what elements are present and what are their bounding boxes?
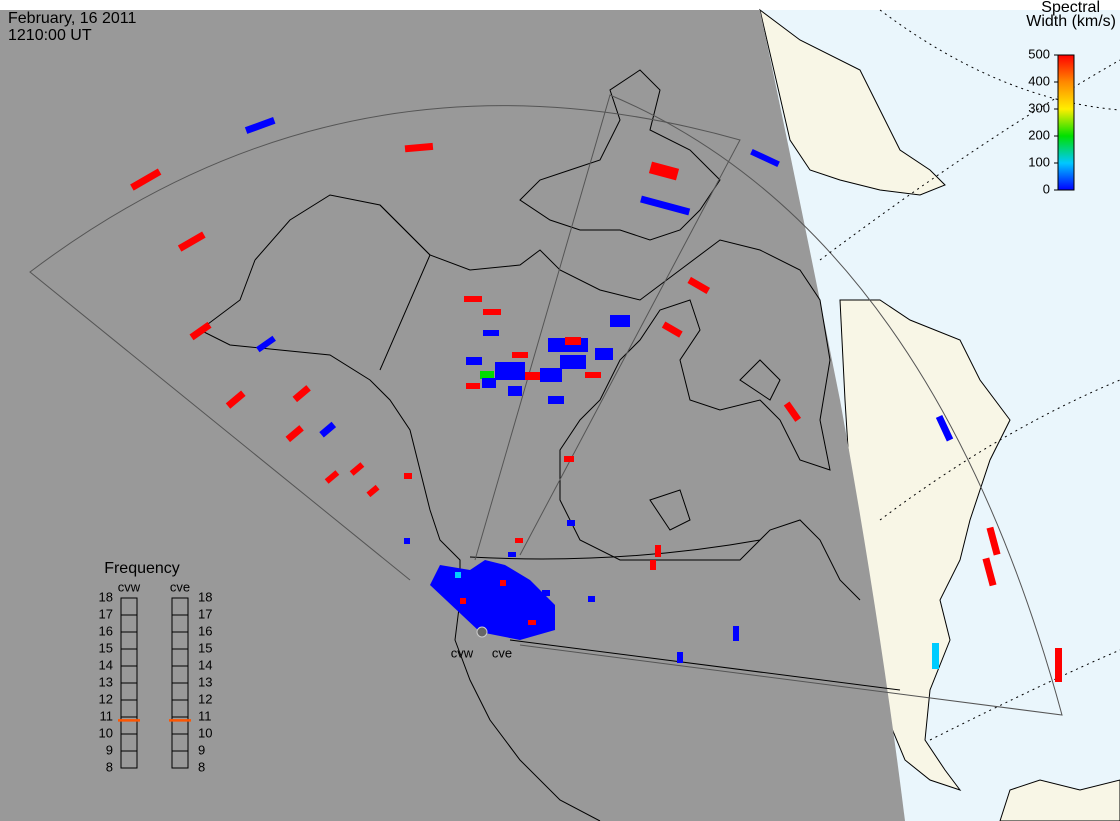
frequency-tick-label: 8 xyxy=(106,759,113,774)
colorbar-title: Width (km/s) xyxy=(1026,13,1116,30)
colorbar-tick-label: 0 xyxy=(1043,181,1050,196)
radar-echoes xyxy=(130,117,1062,682)
frequency-tick-label: 16 xyxy=(99,623,113,638)
coastlines xyxy=(199,69,901,821)
date-label: February, 16 2011 xyxy=(8,10,136,27)
frequency-tick-label: 15 xyxy=(99,640,113,655)
frequency-tick-label: 13 xyxy=(99,674,113,689)
frequency-tick-label: 17 xyxy=(99,606,113,621)
frequency-tick-label: 8 xyxy=(198,759,205,774)
colorbar-tick-label: 500 xyxy=(1028,46,1050,61)
radar-site-label: cvw xyxy=(451,645,474,660)
frequency-tick-label: 13 xyxy=(198,674,212,689)
frequency-tick-label: 18 xyxy=(99,589,113,604)
frequency-tick-label: 10 xyxy=(198,725,212,740)
frequency-tick-label: 11 xyxy=(100,708,114,723)
frequency-tick-label: 10 xyxy=(99,725,113,740)
radar-fov xyxy=(29,94,1063,716)
colorbar-tick-label: 300 xyxy=(1028,100,1050,115)
frequency-tick-label: 9 xyxy=(106,742,113,757)
frequency-tick-label: 9 xyxy=(198,742,205,757)
time-label: 1210:00 UT xyxy=(8,27,92,44)
frequency-tick-label: 11 xyxy=(198,708,212,723)
radar-site-marker xyxy=(476,626,488,638)
frequency-tick-label: 12 xyxy=(99,691,113,706)
frequency-tick-label: 15 xyxy=(198,640,212,655)
frequency-radar-label: cvw xyxy=(118,579,141,594)
frequency-tick-label: 17 xyxy=(198,606,212,621)
night-side xyxy=(0,10,905,821)
frequency-radar-label: cve xyxy=(170,579,190,594)
colorbar-tick-label: 100 xyxy=(1028,154,1050,169)
radar-site-label: cve xyxy=(492,645,512,660)
frequency-title: Frequency xyxy=(104,560,180,577)
frequency-tick-label: 14 xyxy=(99,657,113,672)
latitude-grid xyxy=(819,9,1120,741)
colorbar-tick-label: 400 xyxy=(1028,73,1050,88)
colorbar-title: Spectral xyxy=(1041,0,1100,16)
frequency-tick-label: 16 xyxy=(198,623,212,638)
colorbar xyxy=(1057,54,1075,191)
frequency-tick-label: 14 xyxy=(198,657,212,672)
frequency-tick-label: 12 xyxy=(198,691,212,706)
frequency-tick-label: 18 xyxy=(198,589,212,604)
colorbar-tick-label: 200 xyxy=(1028,127,1050,142)
